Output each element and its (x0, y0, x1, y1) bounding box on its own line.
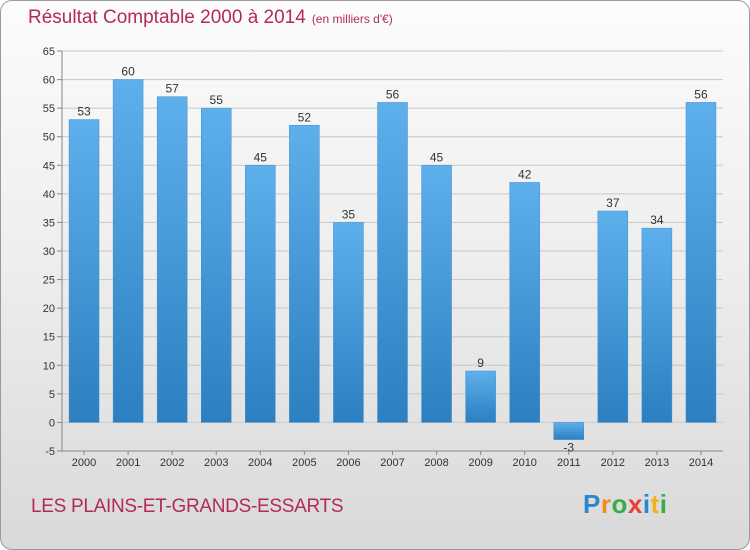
chart-subtitle: (en milliers d'€) (311, 12, 393, 26)
y-tick-label: 30 (43, 246, 55, 258)
y-tick-label: 35 (43, 217, 55, 229)
y-tick-labels: -5 0 5 10 15 20 25 30 35 40 45 50 55 60 65 (43, 46, 55, 458)
y-tick-label: 65 (43, 46, 55, 58)
value-label: 35 (342, 207, 356, 221)
x-tick-label: 2010 (512, 457, 536, 469)
value-label: 9 (477, 356, 484, 370)
value-label: 53 (77, 105, 91, 119)
title-text: Résultat Comptable 2000 à 2014 (28, 7, 306, 28)
x-tick-label: 2001 (116, 457, 140, 469)
data-labels: 53 60 57 55 45 52 35 56 45 9 42 -3 37 34 56 (77, 65, 708, 455)
chart-title: Résultat Comptable 2000 à 2014 (en millie… (28, 7, 393, 29)
bar (245, 165, 276, 423)
value-label: 55 (210, 93, 224, 107)
value-label: 56 (386, 87, 400, 101)
bar (597, 210, 629, 423)
bar (685, 102, 717, 423)
value-label: -3 (563, 441, 574, 455)
x-tick-labels: 2000 2001 2002 2003 2004 2005 2006 2007 2008 2009… (72, 451, 713, 469)
y-tick-label: 60 (43, 75, 55, 87)
y-tick-label: 5 (49, 389, 55, 401)
logo-letter: t (650, 489, 660, 519)
x-tick-label: 2014 (689, 457, 713, 469)
y-tick-label: 50 (43, 132, 55, 144)
bar (156, 96, 188, 423)
x-tick-label: 2006 (336, 457, 360, 469)
x-tick-label: 2000 (72, 457, 96, 469)
logo-letter: o (611, 489, 628, 519)
y-tick-label: 25 (43, 275, 55, 287)
bar (289, 125, 320, 423)
x-tick-label: 2002 (160, 457, 184, 469)
bar (377, 102, 408, 423)
logo-letter: r (600, 489, 612, 519)
x-tick-label: 2008 (424, 457, 448, 469)
logo-letter: i (642, 489, 651, 519)
value-label: 42 (518, 167, 532, 181)
x-tick-label: 2012 (601, 457, 625, 469)
logo-letter: P (583, 489, 601, 519)
value-label: 60 (121, 65, 135, 79)
value-label: 45 (254, 150, 268, 164)
bar (641, 227, 673, 423)
y-tick-label: 20 (43, 303, 55, 315)
value-label: 52 (298, 110, 312, 124)
y-tick-label: -5 (45, 446, 55, 458)
bar (509, 182, 540, 423)
bar (201, 107, 232, 423)
bar (421, 165, 452, 423)
bar (553, 422, 584, 440)
x-tick-label: 2013 (645, 457, 669, 469)
x-tick-label: 2003 (204, 457, 228, 469)
value-label: 45 (430, 150, 444, 164)
value-label: 57 (165, 82, 179, 96)
x-tick-label: 2009 (468, 457, 492, 469)
bar (465, 370, 496, 423)
y-tick-label: 10 (43, 360, 55, 372)
logo-letter: i (659, 489, 668, 519)
x-tick-label: 2007 (380, 457, 404, 469)
x-tick-label: 2005 (292, 457, 316, 469)
bar (68, 119, 100, 423)
bar (112, 79, 144, 423)
value-label: 34 (650, 213, 664, 227)
x-tick-label: 2011 (557, 457, 581, 469)
commune-name: LES PLAINS-ET-GRANDS-ESSARTS (31, 496, 344, 517)
y-tick-label: 45 (43, 160, 55, 172)
value-label: 56 (694, 87, 708, 101)
y-tick-label: 40 (43, 189, 55, 201)
x-tick-label: 2004 (248, 457, 272, 469)
y-tick-label: 0 (49, 417, 55, 429)
value-label: 37 (606, 196, 620, 210)
bar (333, 222, 364, 423)
bars (68, 79, 717, 440)
y-tick-label: 55 (43, 103, 55, 115)
logo-letter: x (627, 489, 643, 519)
proxiti-logo: Proxiti (583, 489, 667, 520)
y-tick-label: 15 (43, 332, 55, 344)
